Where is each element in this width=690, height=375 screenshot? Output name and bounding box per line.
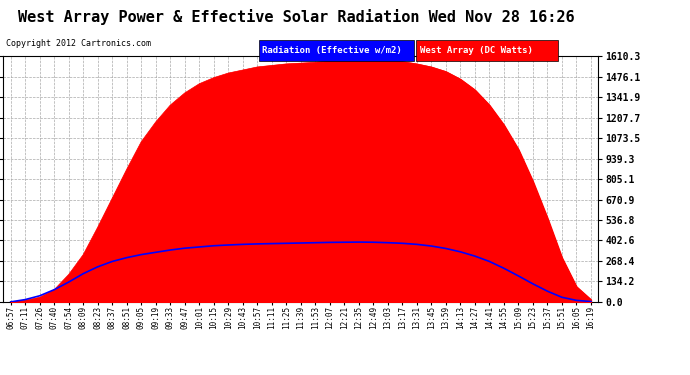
Text: West Array Power & Effective Solar Radiation Wed Nov 28 16:26: West Array Power & Effective Solar Radia… xyxy=(19,9,575,26)
Text: Copyright 2012 Cartronics.com: Copyright 2012 Cartronics.com xyxy=(6,39,150,48)
Text: West Array (DC Watts): West Array (DC Watts) xyxy=(420,46,533,55)
Text: Radiation (Effective w/m2): Radiation (Effective w/m2) xyxy=(262,46,402,55)
